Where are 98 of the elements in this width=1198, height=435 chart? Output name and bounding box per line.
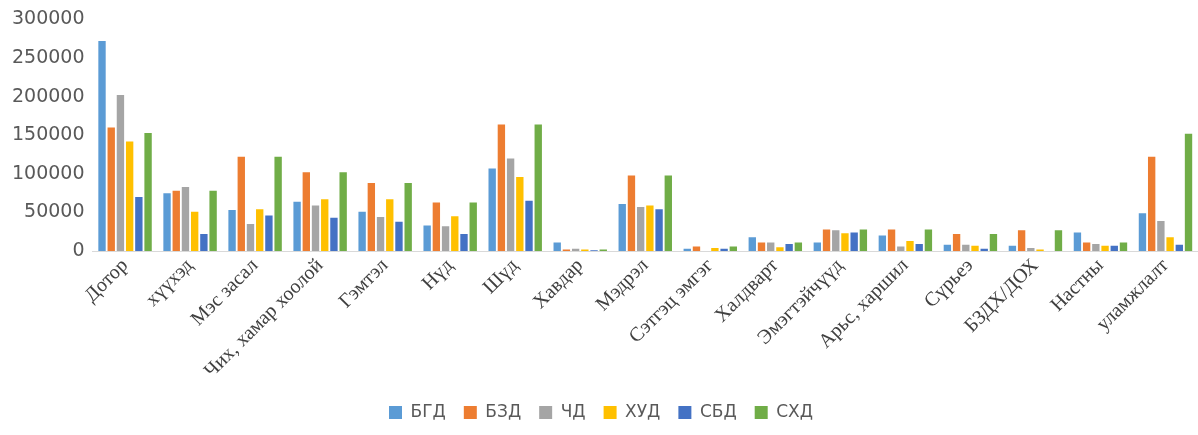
bar [246, 224, 255, 252]
legend-label: БЗД [485, 400, 522, 421]
bar [664, 175, 672, 252]
bar [451, 216, 459, 252]
bar [302, 172, 310, 252]
bar [1101, 245, 1109, 252]
bar [376, 217, 385, 252]
bar [172, 190, 180, 252]
bar [636, 207, 645, 252]
bar [887, 229, 896, 252]
bar [878, 235, 887, 252]
bar [330, 217, 338, 252]
bar [497, 124, 506, 252]
y-tick-label: 250000 [12, 44, 85, 67]
bar [181, 186, 190, 252]
y-tick-label: 100000 [12, 160, 85, 183]
bar [256, 209, 264, 252]
bar [711, 247, 719, 252]
bar [534, 124, 542, 252]
y-tick-label: 200000 [12, 83, 85, 106]
bar [915, 244, 923, 252]
bar [822, 229, 831, 252]
bar [962, 244, 970, 252]
bar [367, 183, 376, 252]
bar [265, 215, 273, 252]
bar [125, 141, 134, 252]
bar [720, 248, 728, 252]
bar [506, 158, 515, 252]
y-tick-label: 0 [72, 237, 85, 260]
bar [200, 234, 208, 252]
bar [785, 244, 793, 252]
bar [516, 176, 524, 252]
bar [98, 41, 106, 252]
bar [321, 199, 329, 252]
bar [311, 205, 320, 252]
y-tick-label: 150000 [12, 122, 85, 145]
bar [627, 175, 636, 252]
bar [1092, 244, 1100, 252]
bar [748, 237, 756, 252]
bar [729, 246, 738, 252]
bar [655, 209, 663, 252]
bar [423, 225, 431, 252]
bar [237, 156, 245, 252]
bar [1138, 213, 1147, 252]
bar [432, 202, 441, 252]
bar [488, 168, 496, 252]
bar [1147, 156, 1156, 252]
bar [1175, 244, 1183, 252]
bar [525, 200, 533, 252]
bar [1184, 133, 1193, 252]
bar [228, 210, 236, 252]
bar [906, 241, 914, 252]
bar [358, 211, 366, 252]
bar [144, 132, 152, 252]
bar [1073, 232, 1082, 252]
bar [646, 205, 654, 252]
bar [692, 246, 701, 252]
bar [339, 172, 347, 252]
bar [618, 203, 626, 252]
bar [274, 156, 282, 252]
bar [1157, 220, 1165, 252]
bar [776, 247, 784, 252]
bar [469, 202, 477, 252]
bar [841, 233, 849, 252]
bar [897, 246, 905, 252]
bar [1166, 237, 1174, 252]
bar [832, 230, 840, 252]
bar [293, 201, 301, 252]
bar [190, 211, 199, 252]
legend-label: ХУД [625, 400, 661, 421]
bar [1027, 247, 1035, 252]
bar [1017, 230, 1026, 252]
bar [460, 234, 468, 252]
bar [386, 199, 394, 252]
bar [441, 226, 450, 252]
bar [135, 197, 143, 252]
bar [859, 229, 868, 252]
bar [850, 232, 858, 252]
y-tick-label: 50000 [24, 199, 85, 222]
bar [1054, 230, 1063, 252]
bar [404, 183, 412, 252]
x-tick-label: Нүд [416, 253, 458, 295]
bar [989, 234, 998, 252]
x-tick-label: Шүд [477, 253, 523, 299]
legend-label: ЧД [560, 400, 586, 421]
legend-label: СХД [776, 400, 814, 421]
bar [943, 244, 952, 252]
legend-label: СБД [699, 400, 737, 421]
bar [209, 190, 217, 252]
bar [952, 234, 961, 252]
bar [107, 127, 115, 252]
y-tick-label: 300000 [12, 6, 85, 29]
bar [924, 229, 933, 252]
bar [163, 193, 171, 252]
bar [116, 95, 125, 252]
bar [395, 221, 403, 252]
bar [971, 245, 979, 252]
legend-label: БГД [410, 400, 446, 421]
